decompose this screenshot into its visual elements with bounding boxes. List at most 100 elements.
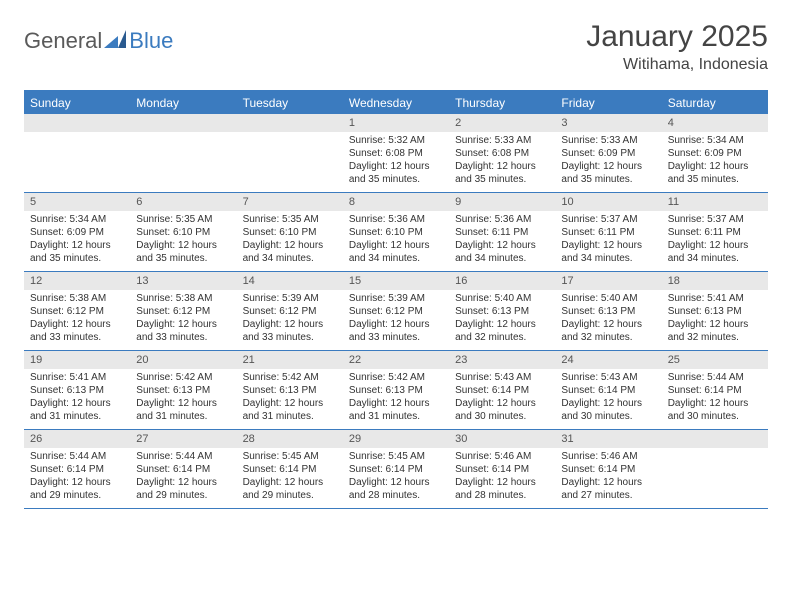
day-info: Sunrise: 5:36 AMSunset: 6:10 PMDaylight:… — [343, 211, 449, 271]
calendar-week: 19Sunrise: 5:41 AMSunset: 6:13 PMDayligh… — [24, 351, 768, 430]
date-number: 9 — [449, 193, 555, 211]
calendar-cell: 10Sunrise: 5:37 AMSunset: 6:11 PMDayligh… — [555, 193, 661, 271]
sunset-text: Sunset: 6:13 PM — [561, 305, 655, 318]
header: General Blue January 2025 Witihama, Indo… — [24, 20, 768, 74]
sunrise-text: Sunrise: 5:41 AM — [668, 292, 762, 305]
sunset-text: Sunset: 6:11 PM — [561, 226, 655, 239]
date-number: 3 — [555, 114, 661, 132]
calendar-cell: 8Sunrise: 5:36 AMSunset: 6:10 PMDaylight… — [343, 193, 449, 271]
date-number: 30 — [449, 430, 555, 448]
sunset-text: Sunset: 6:13 PM — [349, 384, 443, 397]
day-header-wed: Wednesday — [343, 92, 449, 114]
sunrise-text: Sunrise: 5:34 AM — [30, 213, 124, 226]
date-number: 19 — [24, 351, 130, 369]
calendar-cell: 23Sunrise: 5:43 AMSunset: 6:14 PMDayligh… — [449, 351, 555, 429]
daylight-text: Daylight: 12 hours and 35 minutes. — [136, 239, 230, 265]
weeks-container: 1Sunrise: 5:32 AMSunset: 6:08 PMDaylight… — [24, 114, 768, 509]
date-number: 8 — [343, 193, 449, 211]
date-number: 28 — [237, 430, 343, 448]
day-info: Sunrise: 5:44 AMSunset: 6:14 PMDaylight:… — [662, 369, 768, 429]
calendar-cell: 26Sunrise: 5:44 AMSunset: 6:14 PMDayligh… — [24, 430, 130, 508]
day-info: Sunrise: 5:40 AMSunset: 6:13 PMDaylight:… — [449, 290, 555, 350]
sunrise-text: Sunrise: 5:33 AM — [455, 134, 549, 147]
day-info: Sunrise: 5:42 AMSunset: 6:13 PMDaylight:… — [130, 369, 236, 429]
daylight-text: Daylight: 12 hours and 28 minutes. — [349, 476, 443, 502]
date-number: 17 — [555, 272, 661, 290]
day-header-sat: Saturday — [662, 92, 768, 114]
calendar-cell — [237, 114, 343, 192]
day-info: Sunrise: 5:46 AMSunset: 6:14 PMDaylight:… — [449, 448, 555, 508]
day-info: Sunrise: 5:38 AMSunset: 6:12 PMDaylight:… — [130, 290, 236, 350]
date-number: 1 — [343, 114, 449, 132]
sunrise-text: Sunrise: 5:39 AM — [243, 292, 337, 305]
daylight-text: Daylight: 12 hours and 33 minutes. — [136, 318, 230, 344]
sunrise-text: Sunrise: 5:45 AM — [243, 450, 337, 463]
date-number: 10 — [555, 193, 661, 211]
date-number: 23 — [449, 351, 555, 369]
sunrise-text: Sunrise: 5:40 AM — [455, 292, 549, 305]
day-info: Sunrise: 5:35 AMSunset: 6:10 PMDaylight:… — [130, 211, 236, 271]
daylight-text: Daylight: 12 hours and 31 minutes. — [30, 397, 124, 423]
date-number: 7 — [237, 193, 343, 211]
day-header-fri: Friday — [555, 92, 661, 114]
calendar-cell: 19Sunrise: 5:41 AMSunset: 6:13 PMDayligh… — [24, 351, 130, 429]
daylight-text: Daylight: 12 hours and 34 minutes. — [349, 239, 443, 265]
daylight-text: Daylight: 12 hours and 35 minutes. — [30, 239, 124, 265]
date-number: 26 — [24, 430, 130, 448]
month-title: January 2025 — [586, 20, 768, 54]
sunset-text: Sunset: 6:14 PM — [668, 384, 762, 397]
date-number: 13 — [130, 272, 236, 290]
sunset-text: Sunset: 6:13 PM — [455, 305, 549, 318]
day-info: Sunrise: 5:37 AMSunset: 6:11 PMDaylight:… — [662, 211, 768, 271]
daylight-text: Daylight: 12 hours and 31 minutes. — [243, 397, 337, 423]
sunset-text: Sunset: 6:12 PM — [243, 305, 337, 318]
sunset-text: Sunset: 6:10 PM — [243, 226, 337, 239]
sunset-text: Sunset: 6:10 PM — [349, 226, 443, 239]
date-number: 21 — [237, 351, 343, 369]
sunset-text: Sunset: 6:13 PM — [30, 384, 124, 397]
day-info: Sunrise: 5:44 AMSunset: 6:14 PMDaylight:… — [24, 448, 130, 508]
date-number: 6 — [130, 193, 236, 211]
sunset-text: Sunset: 6:14 PM — [561, 463, 655, 476]
calendar-cell: 15Sunrise: 5:39 AMSunset: 6:12 PMDayligh… — [343, 272, 449, 350]
day-info: Sunrise: 5:39 AMSunset: 6:12 PMDaylight:… — [343, 290, 449, 350]
calendar-cell: 14Sunrise: 5:39 AMSunset: 6:12 PMDayligh… — [237, 272, 343, 350]
daylight-text: Daylight: 12 hours and 34 minutes. — [243, 239, 337, 265]
day-info: Sunrise: 5:42 AMSunset: 6:13 PMDaylight:… — [237, 369, 343, 429]
sunset-text: Sunset: 6:11 PM — [455, 226, 549, 239]
day-info: Sunrise: 5:42 AMSunset: 6:13 PMDaylight:… — [343, 369, 449, 429]
sunrise-text: Sunrise: 5:43 AM — [455, 371, 549, 384]
day-info: Sunrise: 5:43 AMSunset: 6:14 PMDaylight:… — [449, 369, 555, 429]
calendar-cell: 6Sunrise: 5:35 AMSunset: 6:10 PMDaylight… — [130, 193, 236, 271]
sunset-text: Sunset: 6:14 PM — [30, 463, 124, 476]
location-label: Witihama, Indonesia — [586, 56, 768, 74]
calendar-cell — [662, 430, 768, 508]
day-header-sun: Sunday — [24, 92, 130, 114]
day-info: Sunrise: 5:38 AMSunset: 6:12 PMDaylight:… — [24, 290, 130, 350]
day-info: Sunrise: 5:35 AMSunset: 6:10 PMDaylight:… — [237, 211, 343, 271]
calendar-cell: 31Sunrise: 5:46 AMSunset: 6:14 PMDayligh… — [555, 430, 661, 508]
day-info: Sunrise: 5:34 AMSunset: 6:09 PMDaylight:… — [662, 132, 768, 192]
daylight-text: Daylight: 12 hours and 29 minutes. — [136, 476, 230, 502]
calendar-cell: 3Sunrise: 5:33 AMSunset: 6:09 PMDaylight… — [555, 114, 661, 192]
daylight-text: Daylight: 12 hours and 32 minutes. — [668, 318, 762, 344]
sunrise-text: Sunrise: 5:39 AM — [349, 292, 443, 305]
date-number: 31 — [555, 430, 661, 448]
daylight-text: Daylight: 12 hours and 32 minutes. — [455, 318, 549, 344]
day-info: Sunrise: 5:40 AMSunset: 6:13 PMDaylight:… — [555, 290, 661, 350]
date-number: 11 — [662, 193, 768, 211]
sunrise-text: Sunrise: 5:35 AM — [136, 213, 230, 226]
daylight-text: Daylight: 12 hours and 33 minutes. — [349, 318, 443, 344]
calendar-cell: 13Sunrise: 5:38 AMSunset: 6:12 PMDayligh… — [130, 272, 236, 350]
day-info: Sunrise: 5:45 AMSunset: 6:14 PMDaylight:… — [237, 448, 343, 508]
calendar-cell: 4Sunrise: 5:34 AMSunset: 6:09 PMDaylight… — [662, 114, 768, 192]
calendar-cell — [24, 114, 130, 192]
sunrise-text: Sunrise: 5:44 AM — [30, 450, 124, 463]
daylight-text: Daylight: 12 hours and 34 minutes. — [455, 239, 549, 265]
sunset-text: Sunset: 6:09 PM — [668, 147, 762, 160]
logo-text-a: General — [24, 28, 102, 54]
calendar-week: 12Sunrise: 5:38 AMSunset: 6:12 PMDayligh… — [24, 272, 768, 351]
calendar-cell: 5Sunrise: 5:34 AMSunset: 6:09 PMDaylight… — [24, 193, 130, 271]
day-info: Sunrise: 5:45 AMSunset: 6:14 PMDaylight:… — [343, 448, 449, 508]
daylight-text: Daylight: 12 hours and 34 minutes. — [668, 239, 762, 265]
